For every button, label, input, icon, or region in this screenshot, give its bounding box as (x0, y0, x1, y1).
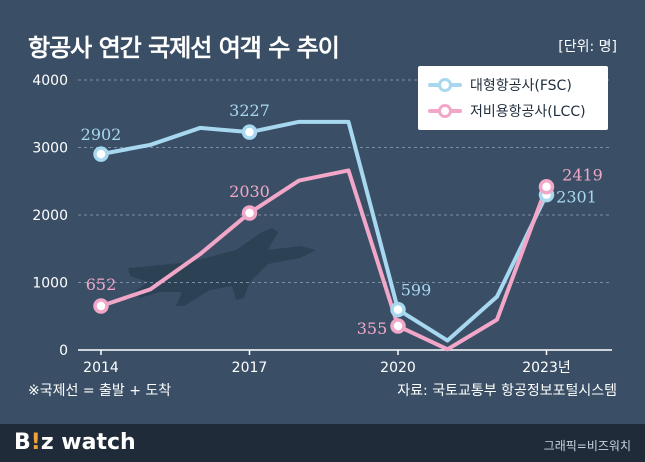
plane-icon (128, 228, 316, 306)
data-label-lcc: 652 (86, 275, 117, 294)
x-tick-label: 2017 (232, 360, 268, 376)
brand-logo: B!z watch (14, 430, 136, 455)
x-tick-label: 2014 (83, 360, 119, 376)
y-tick-label: 1000 (32, 276, 68, 292)
source-text: 자료: 국토교통부 항공정보포털시스템 (397, 383, 617, 399)
data-label-fsc: 599 (401, 281, 432, 300)
legend: 대형항공사(FSC) 저비용항공사(LCC) (418, 66, 608, 130)
data-point-lcc (390, 318, 406, 334)
data-point-fsc (390, 301, 406, 318)
y-tick-label: 0 (59, 343, 68, 359)
page-title: 항공사 연간 국제선 여객 수 추이 (28, 34, 340, 62)
series-line-lcc (99, 168, 549, 352)
legend-item-lcc: 저비용항공사(LCC) (428, 98, 598, 124)
data-point-fsc (93, 146, 109, 162)
legend-label-fsc: 대형항공사(FSC) (470, 78, 572, 94)
data-point-lcc (538, 178, 555, 195)
unit-label: [단위: 명] (558, 39, 617, 55)
data-label-lcc: 355 (357, 319, 388, 338)
footer-bar: B!z watch 그래픽=비즈워치 (0, 424, 645, 462)
x-tick-label: 2023년 (522, 360, 571, 376)
line-chart: 0 1000 2000 3000 4000 2014 2017 2020 2023년 2902 32… (32, 73, 612, 376)
graphic-credit: 그래픽=비즈워치 (543, 439, 631, 453)
legend-label-lcc: 저비용항공사(LCC) (470, 104, 586, 120)
legend-swatch-lcc (428, 104, 462, 118)
series-line-fsc (99, 119, 549, 343)
legend-swatch-fsc (428, 78, 462, 92)
footnote: ※국제선 = 출발 + 도착 (28, 383, 172, 399)
data-label-fsc: 3227 (229, 101, 270, 120)
x-tick-label: 2020 (380, 360, 416, 376)
y-tick-label: 4000 (32, 73, 68, 89)
data-label-lcc: 2419 (562, 166, 603, 185)
y-tick-label: 2000 (32, 208, 68, 224)
data-point-lcc (93, 298, 109, 314)
data-point-lcc (241, 205, 258, 221)
y-tick-label: 3000 (32, 141, 68, 157)
data-label-lcc: 2030 (229, 182, 270, 201)
data-label-fsc: 2902 (81, 125, 122, 144)
data-point-fsc (241, 124, 258, 140)
legend-item-fsc: 대형항공사(FSC) (428, 72, 598, 98)
data-label-fsc: 2301 (556, 188, 597, 207)
chart-area: 0 1000 2000 3000 4000 2014 2017 2020 2023년 2902 32… (32, 73, 612, 376)
